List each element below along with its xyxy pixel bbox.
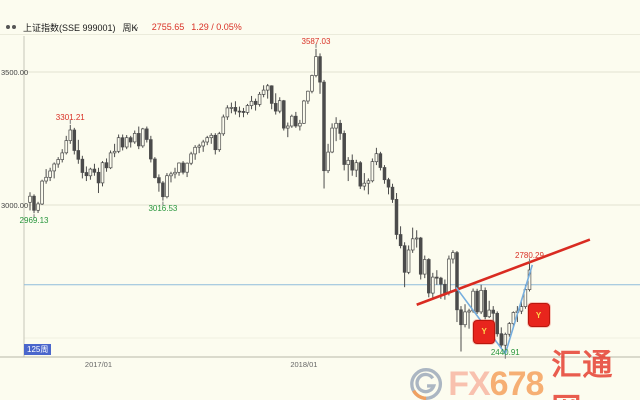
x-axis-label: 2017/01 [84, 360, 113, 369]
signal-badge[interactable]: Y [527, 303, 550, 328]
chart-header: 上证指数(SSE 999001) 周K∨ 2755.65 1.29 / 0.05… [6, 20, 242, 34]
signal-badge-label: Y [481, 327, 487, 337]
chevron-down-icon: ∨ [133, 25, 139, 33]
trend-line [416, 238, 591, 306]
candles [28, 48, 532, 354]
header-separator [0, 34, 640, 35]
period-label: 周K [122, 22, 138, 33]
v-shape-line [455, 264, 534, 356]
indicator-dots-icon [6, 25, 16, 29]
symbol-title: 上证指数(SSE 999001) [23, 22, 116, 33]
signal-badge[interactable]: Y [473, 319, 496, 344]
x-axis-label: 2018/01 [290, 360, 318, 369]
bar-count-tag: 125周 [24, 344, 52, 355]
period-selector[interactable]: 周K∨ [123, 21, 139, 34]
y-axis-label: 3500.00 [1, 68, 29, 77]
last-price: 2755.65 [151, 22, 185, 32]
y-axis-label: 3000.00 [1, 201, 29, 210]
price-change: 1.29 / 0.05% [191, 22, 242, 32]
signal-badge-label: Y [535, 310, 542, 320]
